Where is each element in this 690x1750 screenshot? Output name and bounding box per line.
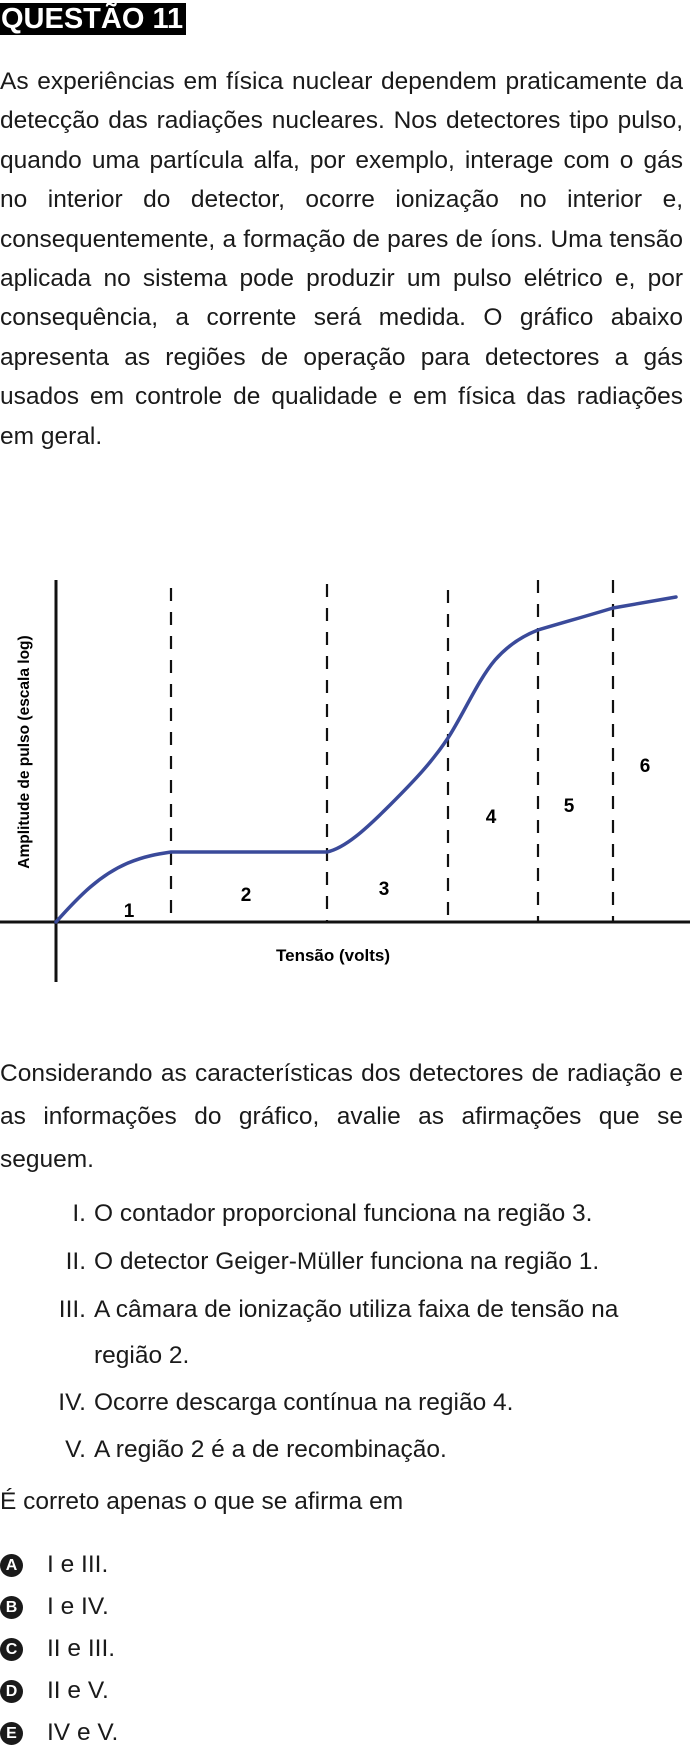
- option-letter-badge: A: [0, 1554, 23, 1577]
- radiation-detector-chart: 1 2 3 4 5 6 Tensão (volts) Amplitude de …: [0, 580, 690, 982]
- statement-number: V.: [65, 1436, 86, 1463]
- option-text: II e V.: [47, 1677, 109, 1704]
- statement-number: II.: [65, 1248, 86, 1275]
- statement-number: IV.: [58, 1389, 86, 1416]
- statement-number: III.: [58, 1296, 86, 1323]
- statement-text: O detector Geiger-Müller funciona na reg…: [94, 1248, 600, 1275]
- option-letter-badge: B: [0, 1596, 23, 1619]
- region-label-2: 2: [241, 885, 252, 906]
- y-axis-label: Amplitude de pulso (escala log): [16, 635, 33, 868]
- region-label-6: 6: [640, 756, 651, 777]
- question-stem: É correto apenas o que se afirma em: [0, 1488, 404, 1515]
- question-title: QUESTÃO 11: [0, 3, 187, 35]
- option-letter-badge: D: [0, 1680, 23, 1703]
- option-text: I e III.: [47, 1551, 109, 1578]
- region-label-1: 1: [124, 901, 135, 922]
- region-label-4: 4: [486, 807, 497, 828]
- statement-text-continued: região 2.: [94, 1342, 190, 1369]
- option-text: II e III.: [47, 1635, 116, 1662]
- pulse-amplitude-curve: [54, 595, 678, 924]
- option-letter-badge: E: [0, 1722, 23, 1745]
- considerando-paragraph: Considerando as características dos dete…: [0, 1060, 683, 1173]
- statement-text: A câmara de ionização utiliza faixa de t…: [94, 1296, 619, 1323]
- option-text: I e IV.: [47, 1593, 109, 1620]
- intro-paragraph: As experiências em física nuclear depend…: [0, 68, 683, 450]
- x-axis-label: Tensão (volts): [276, 946, 390, 965]
- region-label-3: 3: [379, 879, 390, 900]
- statement-text: O contador proporcional funciona na regi…: [94, 1200, 593, 1227]
- statement-text: A região 2 é a de recombinação.: [94, 1436, 447, 1463]
- statement-number: I.: [72, 1200, 86, 1227]
- option-text: IV e V.: [47, 1719, 119, 1746]
- option-letter-badge: C: [0, 1638, 23, 1661]
- region-label-5: 5: [564, 796, 575, 817]
- statement-text: Ocorre descarga contínua na região 4.: [94, 1389, 514, 1416]
